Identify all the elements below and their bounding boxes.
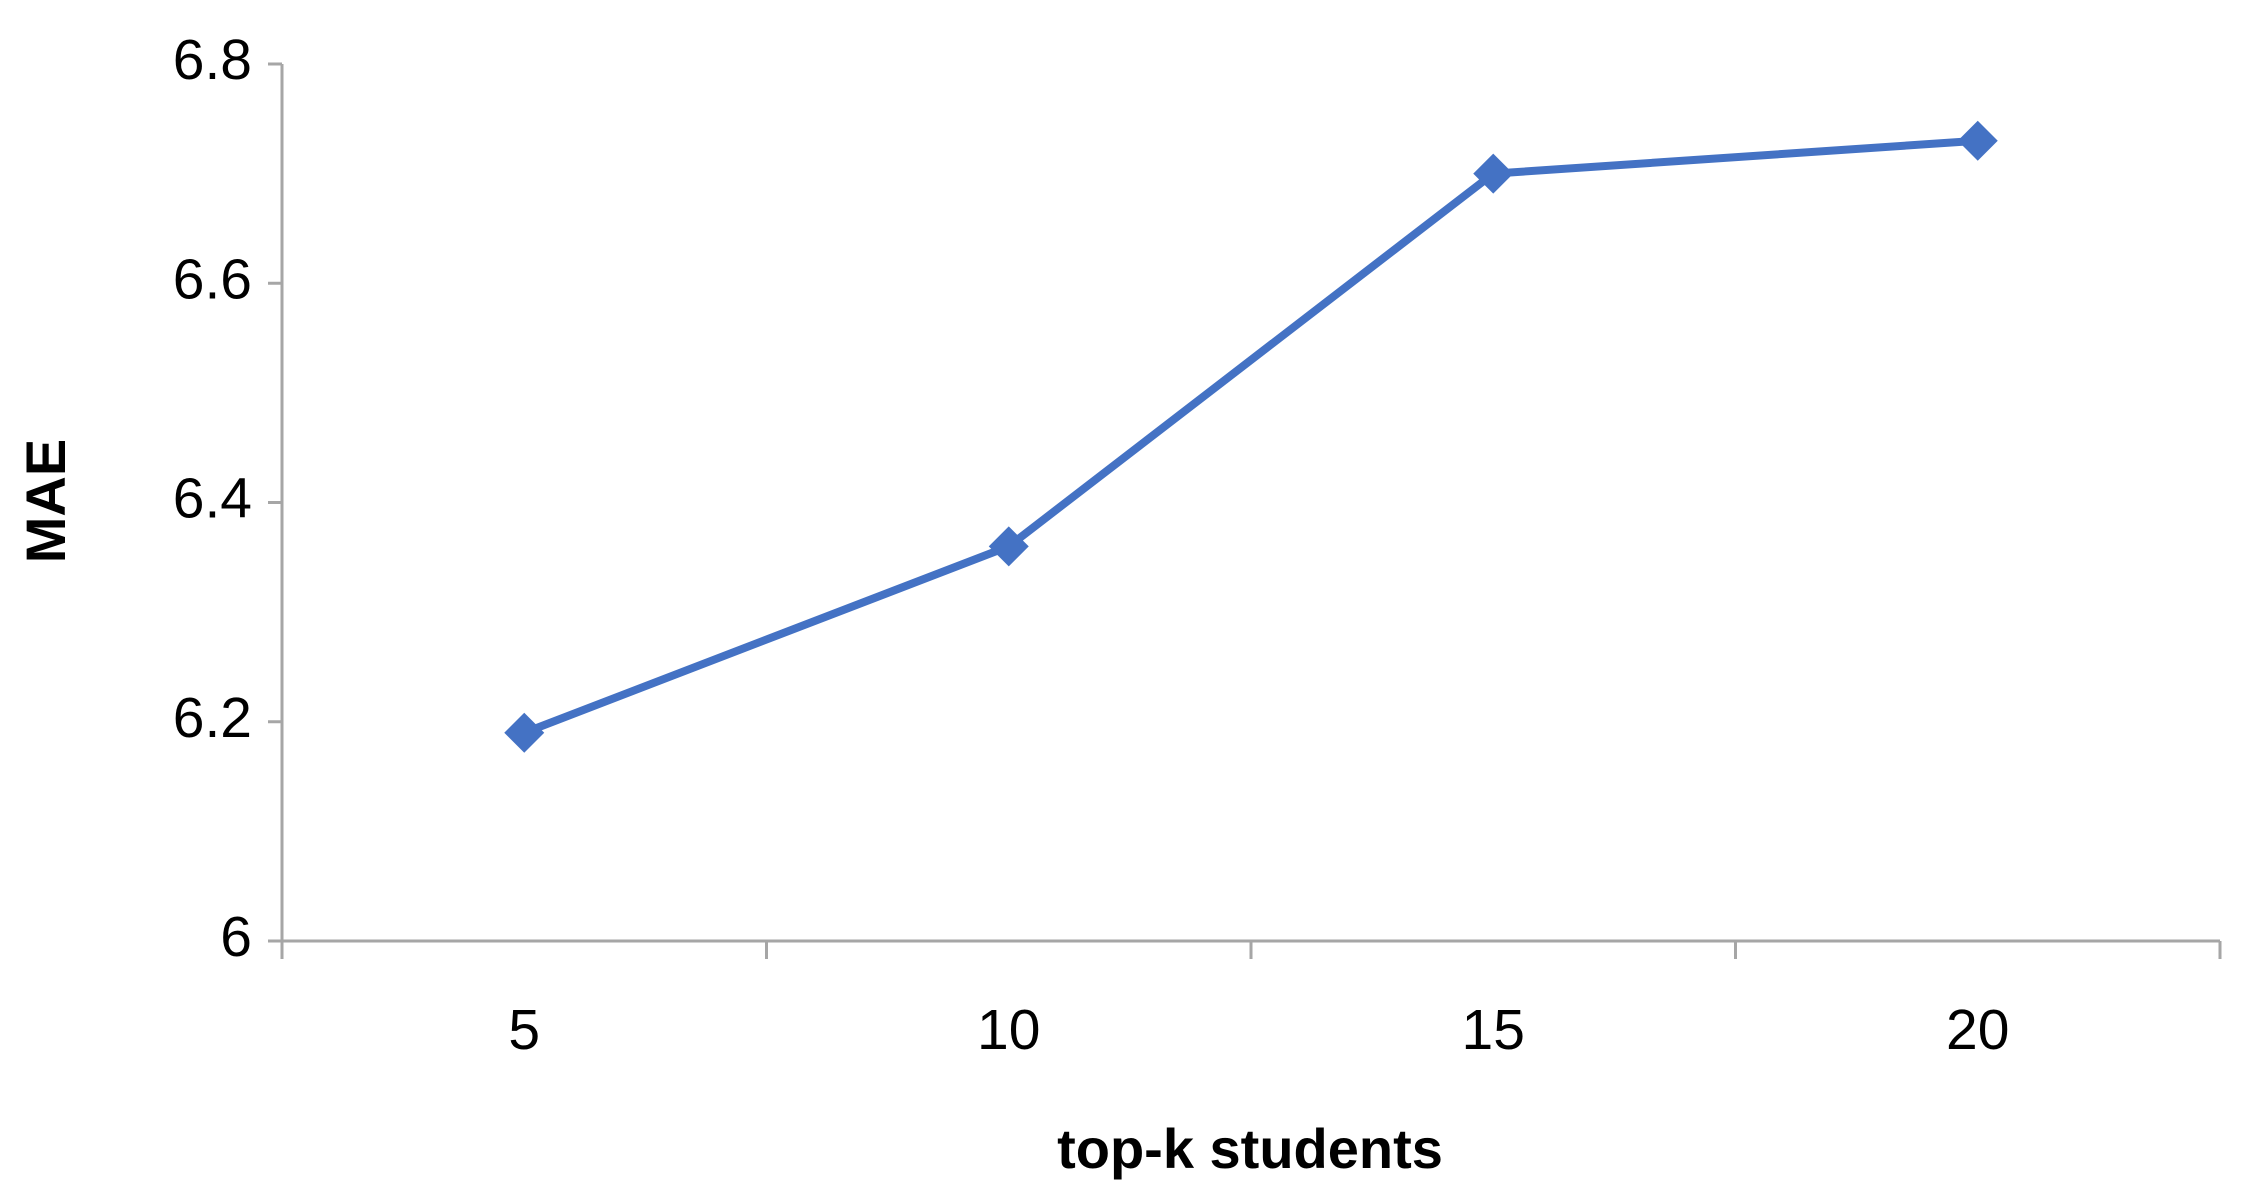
x-tick-label: 10	[977, 998, 1040, 1062]
y-tick-label: 6.6	[173, 247, 252, 311]
y-tick-label: 6.8	[173, 28, 252, 92]
x-tick-label: 15	[1462, 998, 1525, 1062]
y-axis-title: MAE	[14, 439, 77, 563]
y-tick-label: 6.2	[173, 686, 252, 750]
x-tick-label: 20	[1946, 998, 2009, 1062]
marker	[988, 526, 1029, 567]
x-axis-title: top-k students	[1057, 1117, 1443, 1180]
data-line	[522, 136, 1979, 737]
y-tick-label: 6	[220, 905, 252, 969]
marker	[504, 712, 545, 753]
y-tick-label: 6.4	[173, 467, 252, 531]
marker	[1957, 120, 1998, 161]
x-tick-label: 5	[508, 998, 540, 1062]
marker	[1473, 153, 1514, 194]
